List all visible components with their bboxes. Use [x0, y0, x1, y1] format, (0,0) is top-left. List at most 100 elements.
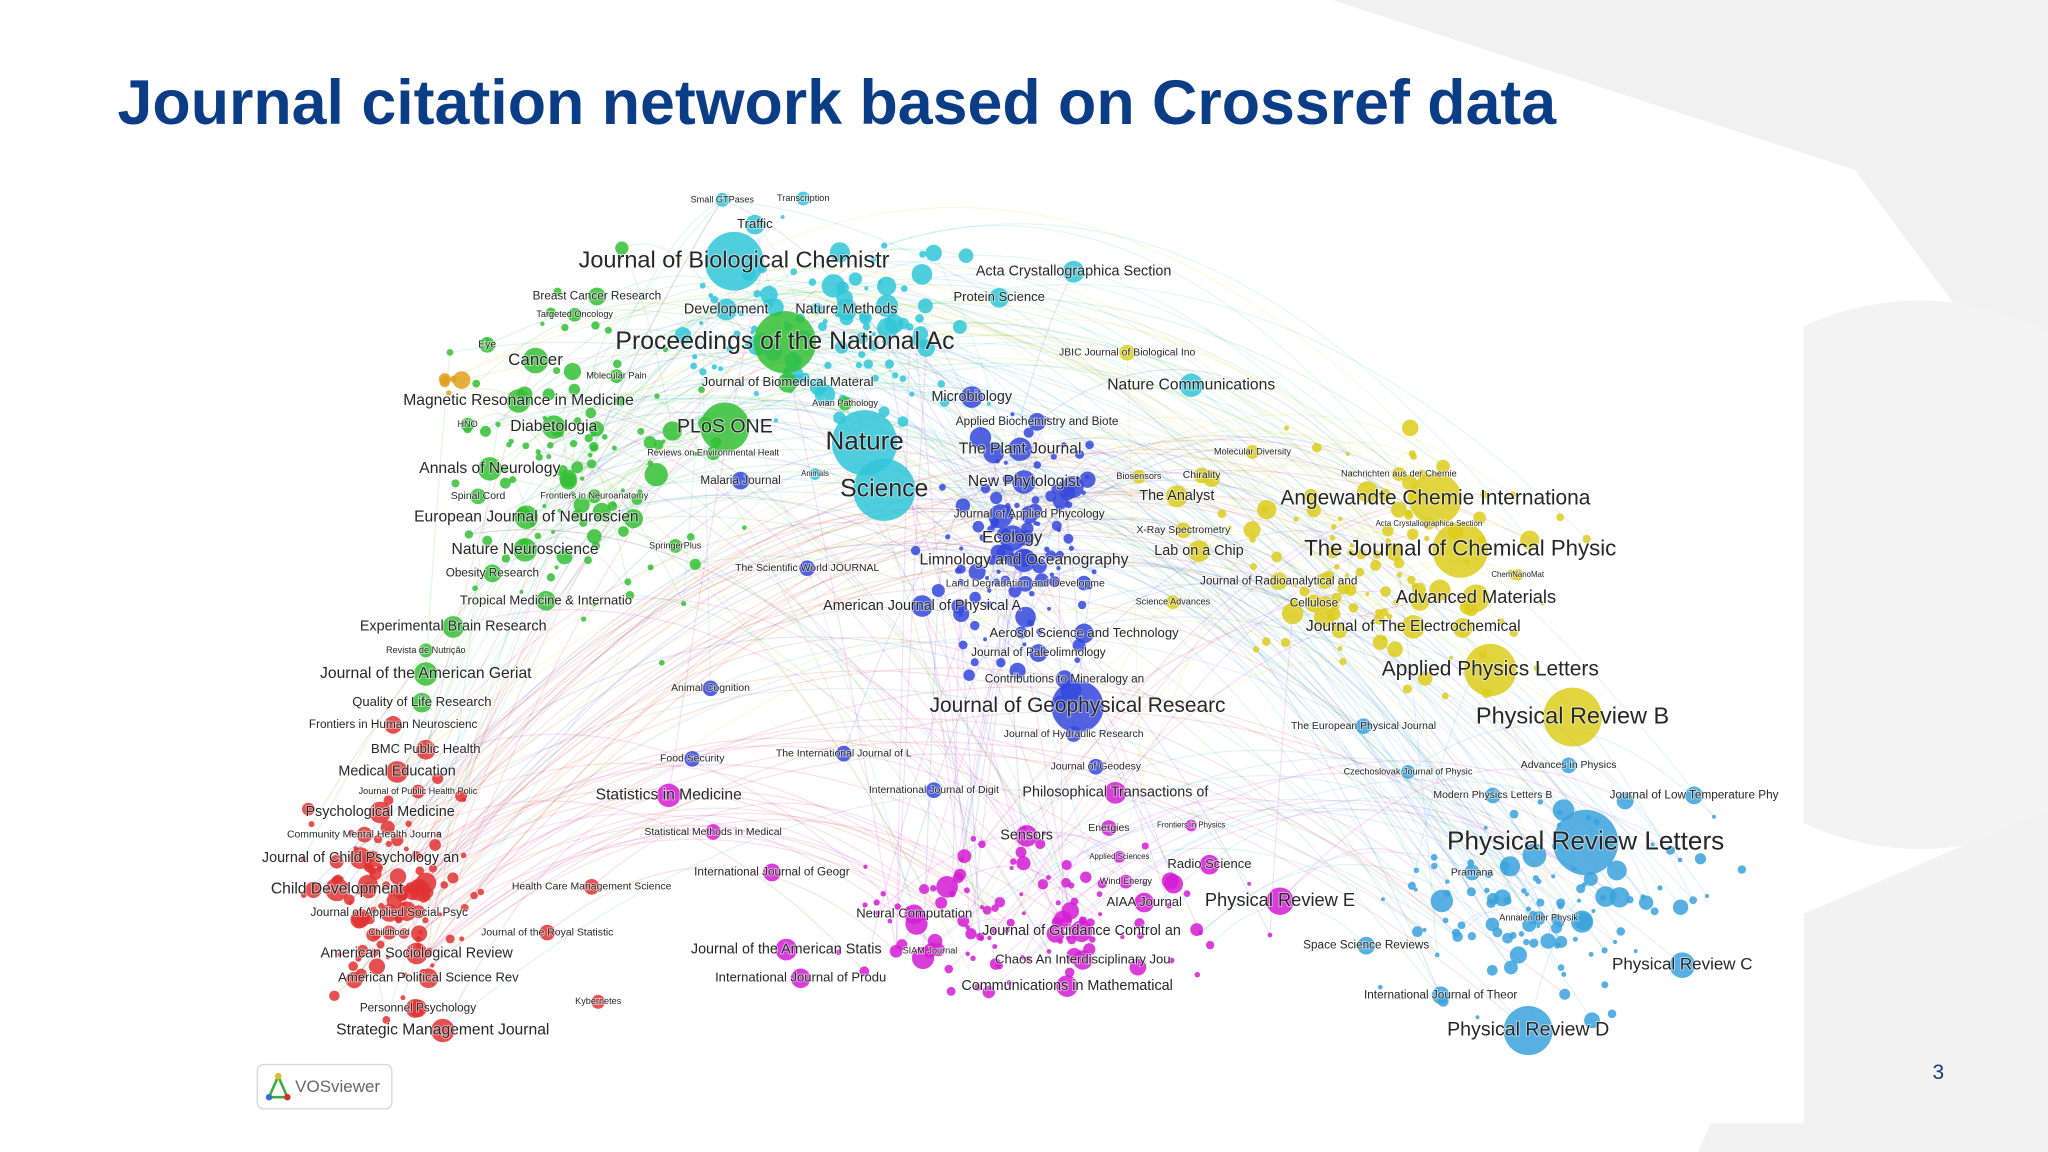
node [1557, 810, 1563, 816]
edge [448, 392, 979, 988]
edge [1056, 488, 1417, 871]
node-label: Space Science Reviews [1303, 939, 1429, 952]
node [1462, 584, 1490, 612]
node [1098, 912, 1103, 917]
node [917, 339, 935, 357]
node-label: Physical Review B [1476, 702, 1669, 728]
edge [428, 341, 786, 951]
node [1247, 881, 1252, 886]
node [611, 445, 617, 451]
node [856, 332, 869, 344]
edge [911, 393, 1533, 921]
node [1198, 930, 1203, 936]
node [814, 384, 836, 405]
node [1322, 570, 1335, 583]
node [460, 903, 469, 912]
node [1599, 894, 1606, 901]
node [993, 578, 1001, 586]
node [1096, 891, 1103, 898]
node [1533, 664, 1541, 672]
node [989, 288, 1009, 308]
node [1417, 671, 1433, 686]
node [1074, 657, 1081, 663]
node [1509, 491, 1517, 498]
node [875, 910, 881, 916]
edge [964, 749, 1606, 897]
edge [467, 413, 550, 457]
node [1062, 260, 1085, 283]
node [1355, 567, 1365, 577]
node [780, 214, 785, 219]
node [1704, 893, 1710, 899]
edge [925, 342, 1385, 639]
node-label: American Journal of Physical A [823, 598, 1021, 614]
node [894, 903, 901, 910]
node [418, 968, 439, 989]
node [1141, 842, 1149, 850]
node [1055, 900, 1061, 906]
node [754, 308, 759, 313]
edge [427, 812, 1001, 955]
edge [858, 364, 1009, 506]
node [884, 359, 895, 369]
node [542, 504, 547, 509]
node [1543, 687, 1602, 747]
edge [444, 290, 1361, 573]
node [553, 367, 561, 375]
node [1689, 896, 1698, 905]
edge [839, 417, 1443, 902]
node [545, 307, 556, 318]
edge [416, 505, 1389, 954]
node [583, 879, 600, 895]
edge [460, 455, 1140, 797]
edge [594, 598, 1075, 902]
edge [336, 687, 1458, 938]
edge [608, 313, 722, 370]
node [1457, 921, 1466, 930]
node [620, 488, 625, 493]
edge [792, 373, 1472, 893]
edge [442, 794, 669, 1031]
node [1409, 472, 1462, 526]
node [1344, 573, 1349, 578]
node [687, 533, 695, 541]
edge [1412, 595, 1502, 628]
node [1261, 505, 1270, 513]
edge [668, 268, 763, 796]
node [553, 287, 562, 296]
node [990, 491, 1003, 505]
node-label: Childhood [369, 927, 410, 937]
node-label: AIAA Journal [1106, 894, 1182, 909]
node [447, 872, 459, 884]
node [1261, 637, 1271, 646]
node [957, 915, 970, 927]
edge [997, 437, 1326, 582]
node [513, 538, 537, 562]
node [411, 851, 421, 861]
node [519, 589, 524, 594]
node [1245, 444, 1260, 459]
node [681, 600, 687, 607]
edge [497, 282, 865, 425]
node [871, 374, 879, 382]
node [384, 716, 403, 734]
node [357, 944, 369, 957]
node [631, 493, 643, 505]
edge [1012, 412, 1038, 466]
node-label: Sensors [1000, 828, 1053, 844]
node-label: Statistics in Medicine [596, 787, 742, 804]
node [745, 214, 765, 235]
edge [702, 371, 712, 689]
node [1521, 888, 1527, 894]
node [438, 912, 442, 917]
node [1293, 516, 1299, 522]
edge [1010, 509, 1399, 924]
node [889, 308, 898, 317]
node [1331, 623, 1347, 639]
node [1089, 936, 1096, 943]
edge [694, 433, 1441, 591]
vosviewer-logo: VOSviewer [256, 1063, 393, 1110]
node-label: Pramana [1451, 867, 1494, 878]
node [1669, 952, 1696, 979]
edge [1000, 634, 1025, 663]
